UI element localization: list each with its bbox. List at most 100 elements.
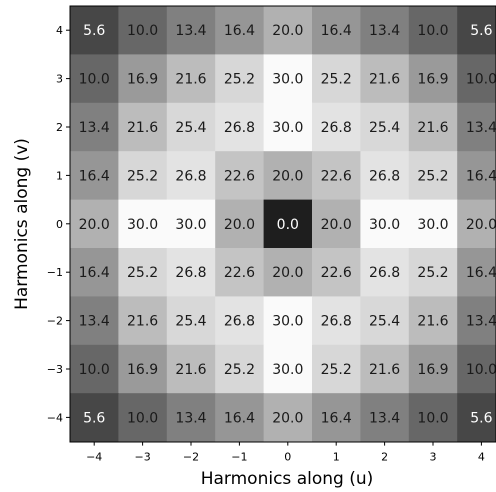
cell-value-label: 20.0 [272, 265, 303, 281]
cell-value-label: 25.2 [321, 362, 352, 378]
heatmap-cell [408, 248, 458, 297]
heatmap-cell [215, 393, 265, 443]
heatmap-cell [70, 54, 119, 104]
cell-value-label: 30.0 [272, 314, 303, 330]
cell-value-label: 5.6 [470, 410, 492, 426]
heatmap-cell [312, 344, 361, 394]
y-tick-label: −1 [47, 266, 63, 279]
heatmap-cell [118, 6, 168, 55]
heatmap-cell [166, 344, 216, 394]
cell-value-label: 21.6 [369, 72, 400, 88]
cell-value-label: 22.6 [224, 265, 255, 281]
y-tick-label: 4 [56, 24, 63, 37]
cell-value-label: 25.4 [369, 314, 400, 330]
heatmap-cell [312, 6, 361, 55]
heatmap-cell [215, 199, 265, 249]
heatmap-cell [312, 393, 361, 443]
heatmap-cell [70, 199, 119, 249]
cell-value-label: 20.0 [321, 217, 352, 233]
heatmap-cell [166, 54, 216, 104]
cell-value-label: 16.9 [417, 362, 448, 378]
x-tick-label: −4 [86, 451, 102, 464]
heatmap-cell [118, 199, 168, 249]
y-tick-label: 0 [56, 218, 63, 231]
cell-value-label: 22.6 [224, 168, 255, 184]
heatmap-cell [70, 296, 119, 346]
y-tick-label: 1 [56, 169, 63, 182]
heatmap-cell [263, 248, 313, 297]
cell-value-label: 26.8 [369, 168, 400, 184]
heatmap-cell [360, 296, 410, 346]
cell-value-label: 30.0 [127, 217, 158, 233]
cell-value-label: 30.0 [369, 217, 400, 233]
cell-value-label: 21.6 [127, 314, 158, 330]
x-tick-label: 3 [430, 451, 437, 464]
heatmap-cell [70, 6, 119, 55]
heatmap-cell [457, 54, 496, 104]
heatmap-cell [70, 102, 119, 152]
x-tick-label: 0 [284, 451, 291, 464]
x-tick-label: 1 [333, 451, 340, 464]
heatmap-cell [312, 102, 361, 152]
cell-value-label: 25.2 [417, 265, 448, 281]
cell-value-label: 30.0 [272, 72, 303, 88]
heatmap-cell [166, 199, 216, 249]
cell-value-label: 30.0 [272, 362, 303, 378]
x-tick-label: 2 [381, 451, 388, 464]
cell-value-label: 25.2 [224, 72, 255, 88]
cell-value-label: 16.4 [466, 265, 496, 281]
cell-value-label: 26.8 [175, 265, 206, 281]
heatmap-cell [215, 296, 265, 346]
cell-value-label: 13.4 [175, 23, 206, 39]
heatmap-cell [360, 393, 410, 443]
heatmap-cell [70, 248, 119, 297]
heatmap-cell [263, 102, 313, 152]
x-tick-label: 4 [478, 451, 485, 464]
heatmap-cell [215, 248, 265, 297]
cell-value-label: 10.0 [127, 410, 158, 426]
heatmap-cell [263, 151, 313, 201]
heatmap-cell [118, 248, 168, 297]
heatmap-cell [457, 6, 496, 55]
heatmap-cell [118, 54, 168, 104]
heatmap-cell [215, 6, 265, 55]
x-axis-label: Harmonics along (u) [201, 469, 374, 489]
heatmap-cell [360, 102, 410, 152]
cell-value-label: 26.8 [224, 314, 255, 330]
y-tick-label: −3 [47, 363, 63, 376]
heatmap-cell [312, 199, 361, 249]
heatmap-cell [263, 393, 313, 443]
cell-value-label: 20.0 [224, 217, 255, 233]
heatmap-cell [408, 54, 458, 104]
cell-value-label: 16.9 [127, 72, 158, 88]
cell-value-label: 21.6 [175, 362, 206, 378]
heatmap-cell [70, 151, 119, 201]
cell-value-label: 26.8 [321, 120, 352, 136]
heatmap-cell [457, 296, 496, 346]
heatmap-cell [408, 344, 458, 394]
y-tick-label: −4 [47, 411, 63, 424]
y-tick-label: 2 [56, 121, 63, 134]
heatmap-cell [215, 151, 265, 201]
heatmap-cell [457, 102, 496, 152]
heatmap-cell [166, 248, 216, 297]
cell-value-label: 16.4 [79, 168, 110, 184]
heatmap-cell [263, 54, 313, 104]
y-axis-ticks: 4 3 2 1 0 −1 −2 −3 −4 [47, 24, 70, 424]
cell-value-label: 10.0 [466, 72, 496, 88]
heatmap-cell [457, 248, 496, 297]
cell-value-label: 13.4 [369, 410, 400, 426]
cell-value-label: 10.0 [79, 362, 110, 378]
heatmap-cell [360, 248, 410, 297]
heatmap-cell [312, 296, 361, 346]
x-tick-label: −1 [231, 451, 247, 464]
heatmap-cell [263, 296, 313, 346]
y-tick-label: 3 [56, 73, 63, 86]
heatmap-cell [457, 199, 496, 249]
cell-value-label: 21.6 [417, 120, 448, 136]
cell-value-label: 21.6 [175, 72, 206, 88]
cell-value-label: 13.4 [466, 120, 496, 136]
cell-value-label: 21.6 [127, 120, 158, 136]
heatmap-cell [166, 151, 216, 201]
heatmap-cell [360, 6, 410, 55]
